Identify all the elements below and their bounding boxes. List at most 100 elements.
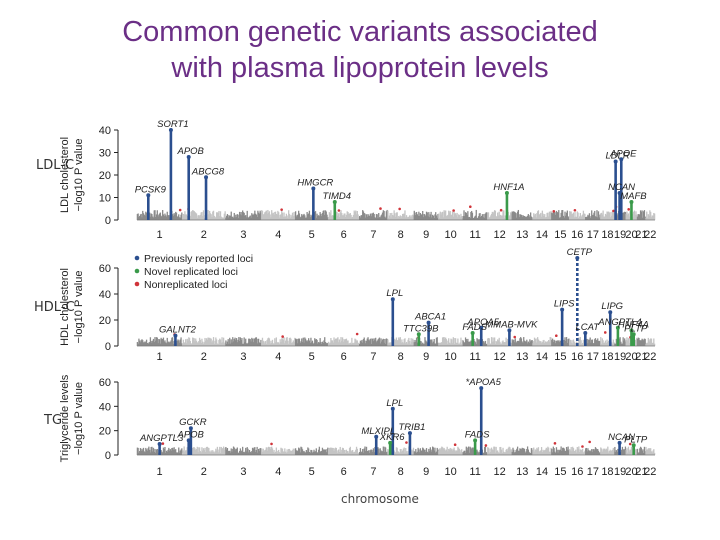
peak-top-snp [168, 128, 173, 132]
peak-pltp: PLTP [624, 434, 648, 455]
nonreplicated-snp [469, 205, 472, 209]
peak-top-snp [619, 157, 624, 162]
peak-abcg8: ABCG8 [191, 166, 225, 220]
nonreplicated-snp [513, 335, 517, 339]
chromosome-label: 19 [614, 351, 626, 363]
ldl-side-label: LDL-C [36, 158, 75, 173]
chromosome-label: 3 [240, 466, 246, 478]
gene-label: TIMD4 [323, 191, 352, 202]
peak-mlxipl: MLXIPL [361, 426, 395, 455]
peak-ldlr: LDLR [605, 151, 630, 220]
peak-apob: APOB [177, 146, 205, 220]
chromosome-label: 13 [516, 466, 528, 478]
gene-label: LPL [386, 288, 403, 299]
chromosome-label: 2 [201, 466, 207, 478]
peak-top-snp [426, 320, 431, 325]
y-axis-title-line-1: Triglyceride levels [59, 374, 71, 462]
nonreplicated-snp [280, 208, 283, 211]
gene-label: FADS [462, 322, 487, 333]
y-axis-title-line-1: LDL cholesterol [59, 137, 71, 213]
gene-label: HNF4A [618, 319, 649, 330]
peak-top-snp [583, 331, 588, 335]
chromosome-label: 7 [370, 229, 376, 241]
gene-label: LDLR [605, 151, 629, 162]
gene-label: ABCA1 [414, 312, 446, 323]
chromosome-label: 4 [275, 466, 281, 478]
y-axis-title-line-1: HDL cholesterol [59, 268, 71, 346]
chromosome-label: 20 [625, 351, 637, 363]
peak-lipg: LIPG [601, 301, 623, 346]
y-axis-title-line-2: −log10 P value [73, 382, 85, 455]
nonreplicated-snp [499, 208, 503, 212]
peak-top-snp [629, 328, 634, 333]
peak-fads: FADS [462, 322, 488, 346]
chromosome-label: 13 [516, 351, 528, 363]
peak-top-snp [186, 155, 191, 159]
chromosome-label: 21 [635, 229, 647, 241]
peak-timd4: TIMD4 [323, 191, 352, 220]
y-tick-label: 30 [99, 148, 111, 160]
chromosome-label: 15 [554, 229, 566, 241]
peak-lpl: LPL [386, 288, 403, 346]
chromosome-label: 5 [309, 229, 315, 241]
gene-label: TRIB1 [398, 422, 425, 433]
peak-top-snp [507, 328, 512, 333]
chromosome-label: 19 [614, 229, 626, 241]
chromosome-label: 12 [493, 351, 505, 363]
chromosome-label: 19 [614, 466, 626, 478]
peak-top-snp [631, 332, 636, 337]
y-tick-label: 60 [99, 263, 111, 275]
chromosome-label: 22 [644, 351, 656, 363]
peak-ttc39b: TTC39B [403, 323, 439, 346]
chromosome-label: 22 [644, 466, 656, 478]
x-axis-caption: chromosome [341, 492, 419, 506]
peak-top-snp [608, 310, 613, 315]
peak-top-snp [388, 440, 393, 445]
chromosome-label: 10 [445, 466, 457, 478]
peak-mmabmvk: MMAB-MVK [485, 319, 538, 346]
slide-title-line-2: with plasma lipoprotein levels [171, 52, 549, 84]
chromosome-label: 5 [309, 351, 315, 363]
chromosome-label: 1 [157, 466, 163, 478]
gene-label: FADS [465, 429, 490, 440]
gene-label: LCAT [576, 322, 601, 333]
chromosome-label: 12 [493, 229, 505, 241]
nonreplicated-snp [628, 442, 632, 446]
peak-top-snp [390, 297, 395, 302]
legend-marker [134, 281, 140, 287]
gene-label: ANGPTL4 [597, 317, 641, 328]
gene-label: PLTP [624, 323, 648, 334]
chromosome-label: 14 [536, 351, 548, 363]
chromosome-label: 20 [625, 466, 637, 478]
peak-fads: FADS [465, 429, 490, 455]
peak-ncan: NCAN [608, 432, 635, 455]
nonreplicated-snp [355, 332, 359, 336]
chromosome-label: 22 [644, 229, 656, 241]
chromosome-label: 4 [275, 351, 281, 363]
gene-label: XKR6 [379, 432, 406, 443]
y-tick-label: 20 [99, 170, 111, 182]
gene-label: TTC39B [403, 323, 439, 334]
gene-label: MAFB [620, 191, 647, 202]
nonreplicated-snp [588, 440, 591, 444]
gene-label: MMAB-MVK [485, 319, 538, 330]
chromosome-label: 4 [275, 229, 281, 241]
chromosome-label: 2 [201, 351, 207, 363]
peak-hnf4a: HNF4A [618, 319, 649, 346]
nonreplicated-snp [161, 442, 165, 445]
gene-label: CETP [567, 247, 593, 258]
chromosome-label: 1 [157, 229, 163, 241]
peak-apoa5: APOA5 [466, 317, 500, 346]
chromosome-label: 11 [469, 229, 480, 241]
peak-top-snp [613, 159, 618, 164]
gene-label: LIPG [601, 301, 623, 312]
chromosome-label: 8 [398, 351, 404, 363]
peak-angptl4: ANGPTL4 [597, 317, 642, 346]
peak-lips: LIPS [554, 299, 575, 346]
slide-title-line-1: Common genetic variants associated [122, 16, 598, 48]
chromosome-label: 18 [601, 351, 613, 363]
nonreplicated-snp [612, 209, 615, 213]
gene-label: APOE [609, 148, 637, 159]
chromosome-label: 17 [587, 351, 599, 363]
